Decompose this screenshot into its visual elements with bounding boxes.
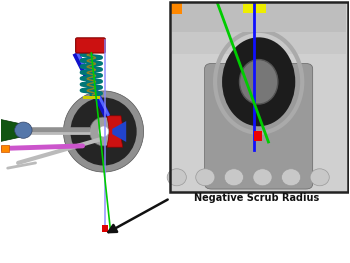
Bar [102,225,108,232]
FancyBboxPatch shape [205,63,313,189]
Ellipse shape [281,169,301,186]
Bar [172,3,346,54]
Bar [83,96,100,99]
Bar [170,2,348,192]
Ellipse shape [222,37,295,126]
Ellipse shape [310,169,329,186]
Bar [170,2,348,192]
Bar [1,145,9,153]
Ellipse shape [90,117,118,146]
Ellipse shape [224,169,244,186]
Ellipse shape [253,169,272,186]
Ellipse shape [167,169,186,186]
Ellipse shape [15,122,32,138]
Ellipse shape [239,59,278,104]
FancyBboxPatch shape [76,38,105,53]
Ellipse shape [196,169,215,186]
Text: Negative Scrub Radius: Negative Scrub Radius [194,193,320,203]
Bar [172,4,346,32]
Polygon shape [1,119,20,141]
Polygon shape [107,116,123,147]
Bar [171,3,182,14]
Ellipse shape [63,91,144,172]
Ellipse shape [70,98,136,165]
Bar [243,4,266,13]
Ellipse shape [98,126,109,137]
Polygon shape [112,121,126,142]
Bar [254,131,262,141]
Bar [170,2,348,192]
